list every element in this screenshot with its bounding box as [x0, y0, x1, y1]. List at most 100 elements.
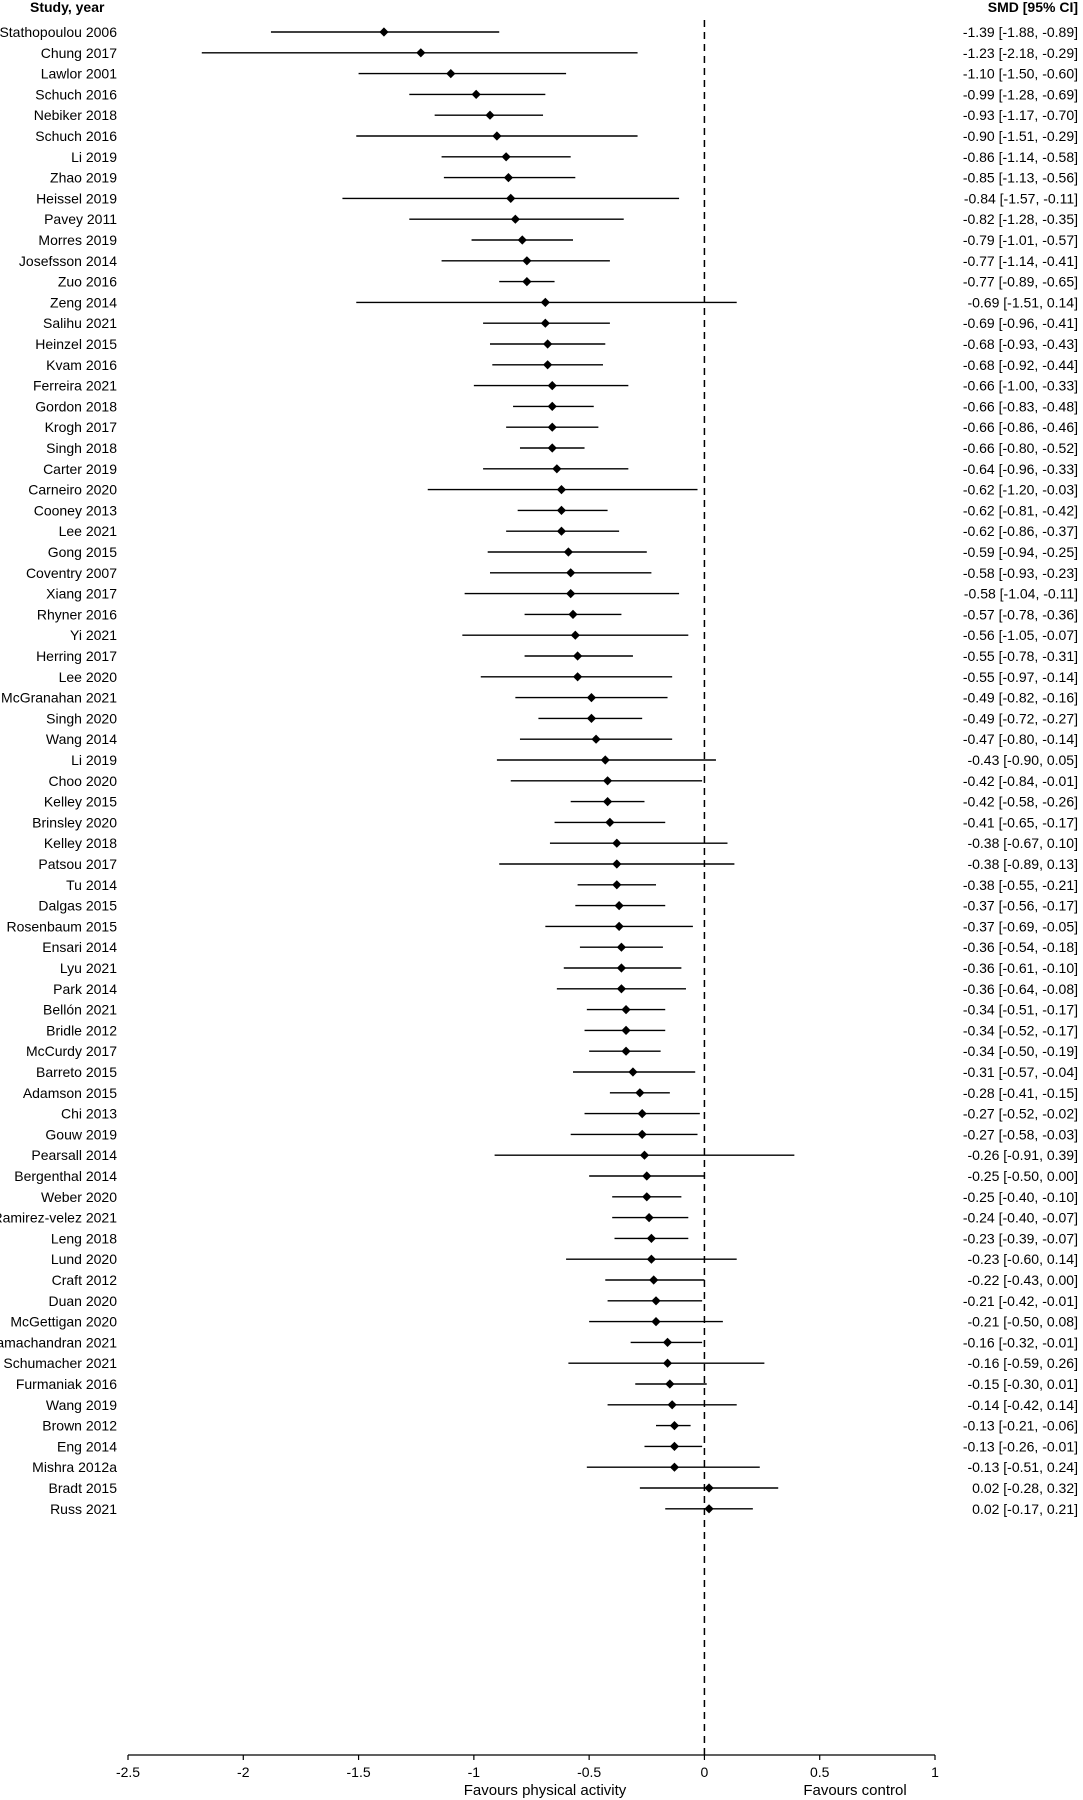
study-row: Wang 2019 -0.14 [-0.42, 0.14]: [46, 1397, 1078, 1413]
smd-ci-text: -1.39 [-1.88, -0.89]: [963, 24, 1078, 40]
study-rows: Stathopoulou 2006 -1.39 [-1.88, -0.89] Chu…: [0, 24, 1078, 1517]
smd-point: [649, 1275, 659, 1285]
smd-ci-text: -0.47 [-0.80, -0.14]: [963, 731, 1078, 747]
smd-point: [639, 1150, 650, 1160]
smd-point: [612, 838, 622, 848]
smd-point: [616, 984, 627, 994]
smd-point: [566, 589, 576, 599]
smd-point: [492, 131, 502, 141]
smd-ci-text: -0.56 [-1.05, -0.07]: [963, 627, 1078, 643]
x-tick-label: 0.5: [810, 1764, 830, 1780]
study-row: Adamson 2015 -0.28 [-0.41, -0.15]: [23, 1085, 1078, 1101]
smd-point: [591, 734, 601, 744]
study-label: Chi 2013: [61, 1106, 117, 1122]
study-label: Schuch 2016: [35, 128, 117, 144]
study-label: Carter 2019: [43, 461, 117, 477]
study-row: Salihu 2021 -0.69 [-0.96, -0.41]: [43, 315, 1078, 331]
smd-point: [614, 921, 624, 931]
smd-point: [566, 568, 576, 578]
study-row: Gordon 2018 -0.66 [-0.83, -0.48]: [35, 398, 1078, 414]
study-row: Craft 2012 -0.22 [-0.43, 0.00]: [52, 1272, 1078, 1288]
study-label: Gouw 2019: [45, 1126, 117, 1142]
study-label: Bradt 2015: [49, 1480, 118, 1496]
smd-point: [586, 713, 597, 723]
study-label: Zeng 2014: [50, 294, 117, 310]
smd-point: [547, 422, 557, 432]
study-row: Duan 2020 -0.21 [-0.42, -0.01]: [48, 1293, 1078, 1309]
smd-ci-text: -0.38 [-0.89, 0.13]: [967, 856, 1078, 872]
smd-ci-text: -1.23 [-2.18, -0.29]: [963, 45, 1078, 61]
study-label: Ramachandran 2021: [0, 1334, 117, 1350]
smd-point: [642, 1192, 652, 1202]
study-row: Rosenbaum 2015 -0.37 [-0.69, -0.05]: [6, 918, 1078, 934]
study-label: Kelley 2018: [44, 835, 117, 851]
study-row: Kelley 2015 -0.42 [-0.58, -0.26]: [44, 794, 1078, 810]
smd-ci-text: 0.02 [-0.28, 0.32]: [972, 1480, 1078, 1496]
study-row: Eng 2014 -0.13 [-0.26, -0.01]: [57, 1438, 1078, 1454]
smd-point: [621, 1046, 631, 1056]
study-row: Bellón 2021 -0.34 [-0.51, -0.17]: [43, 1002, 1078, 1018]
smd-ci-text: -0.14 [-0.42, 0.14]: [967, 1397, 1078, 1413]
smd-point: [651, 1296, 661, 1306]
study-label: Wang 2019: [46, 1397, 117, 1413]
study-row: McCurdy 2017 -0.34 [-0.50, -0.19]: [26, 1043, 1078, 1059]
study-label: McGranahan 2021: [1, 690, 117, 706]
smd-point: [602, 797, 613, 807]
study-label: Bridle 2012: [46, 1022, 117, 1038]
study-row: Bergenthal 2014 -0.25 [-0.50, 0.00]: [14, 1168, 1078, 1184]
study-label: Eng 2014: [57, 1438, 117, 1454]
study-label: Yi 2021: [70, 627, 117, 643]
smd-ci-text: -0.68 [-0.92, -0.44]: [963, 357, 1078, 373]
smd-ci-text: -0.58 [-1.04, -0.11]: [964, 586, 1078, 602]
study-row: Zuo 2016 -0.77 [-0.89, -0.65]: [58, 274, 1078, 290]
study-label: Pearsall 2014: [31, 1147, 117, 1163]
smd-ci-text: -0.85 [-1.13, -0.56]: [963, 170, 1078, 186]
study-label: Lawlor 2001: [41, 66, 117, 82]
smd-ci-text: -0.23 [-0.60, 0.14]: [967, 1251, 1078, 1267]
study-row: Yi 2021 -0.56 [-1.05, -0.07]: [70, 627, 1078, 643]
study-row: Bradt 2015 0.02 [-0.28, 0.32]: [49, 1480, 1079, 1496]
study-label: Lee 2021: [59, 523, 118, 539]
study-row: Schuch 2016 -0.99 [-1.28, -0.69]: [35, 86, 1078, 102]
study-row: Mishra 2012a -0.13 [-0.51, 0.24]: [32, 1459, 1078, 1475]
study-row: Choo 2020 -0.42 [-0.84, -0.01]: [48, 773, 1078, 789]
study-label: Furmaniak 2016: [16, 1376, 117, 1392]
smd-ci-text: -0.13 [-0.26, -0.01]: [963, 1438, 1078, 1454]
study-label: Brinsley 2020: [32, 814, 117, 830]
smd-point: [616, 942, 627, 952]
smd-ci-text: -0.77 [-1.14, -0.41]: [963, 253, 1078, 269]
smd-ci-text: -0.24 [-0.40, -0.07]: [963, 1210, 1078, 1226]
smd-ci-text: -0.55 [-0.78, -0.31]: [963, 648, 1078, 664]
smd-ci-text: -0.93 [-1.17, -0.70]: [963, 107, 1078, 123]
smd-point: [471, 89, 481, 99]
smd-point: [621, 1025, 631, 1035]
smd-ci-text: -0.99 [-1.28, -0.69]: [963, 86, 1078, 102]
smd-point: [556, 505, 567, 515]
smd-point: [485, 110, 495, 120]
smd-point: [662, 1337, 673, 1347]
smd-point: [570, 630, 580, 640]
study-label: Coventry 2007: [26, 565, 117, 581]
smd-point: [602, 776, 613, 786]
study-label: Dalgas 2015: [38, 898, 117, 914]
study-label: Lyu 2021: [60, 960, 117, 976]
smd-point: [573, 672, 583, 682]
smd-point: [628, 1067, 638, 1077]
study-row: Kvam 2016 -0.68 [-0.92, -0.44]: [46, 357, 1078, 373]
x-tick-label: -1.5: [347, 1764, 371, 1780]
smd-ci-text: -0.26 [-0.91, 0.39]: [967, 1147, 1078, 1163]
smd-point: [446, 69, 456, 79]
x-tick-label: -2.5: [116, 1764, 140, 1780]
smd-point: [704, 1483, 714, 1493]
smd-ci-text: -0.82 [-1.28, -0.35]: [963, 211, 1078, 227]
smd-point: [600, 755, 610, 765]
smd-ci-text: -0.49 [-0.72, -0.27]: [963, 710, 1078, 726]
smd-point: [635, 1088, 645, 1098]
study-label: Kelley 2015: [44, 794, 117, 810]
smd-ci-text: -0.69 [-0.96, -0.41]: [963, 315, 1078, 331]
smd-point: [510, 214, 520, 224]
study-label: Krogh 2017: [45, 419, 118, 435]
study-row: Dalgas 2015 -0.37 [-0.56, -0.17]: [38, 898, 1078, 914]
smd-ci-text: -0.28 [-0.41, -0.15]: [963, 1085, 1078, 1101]
